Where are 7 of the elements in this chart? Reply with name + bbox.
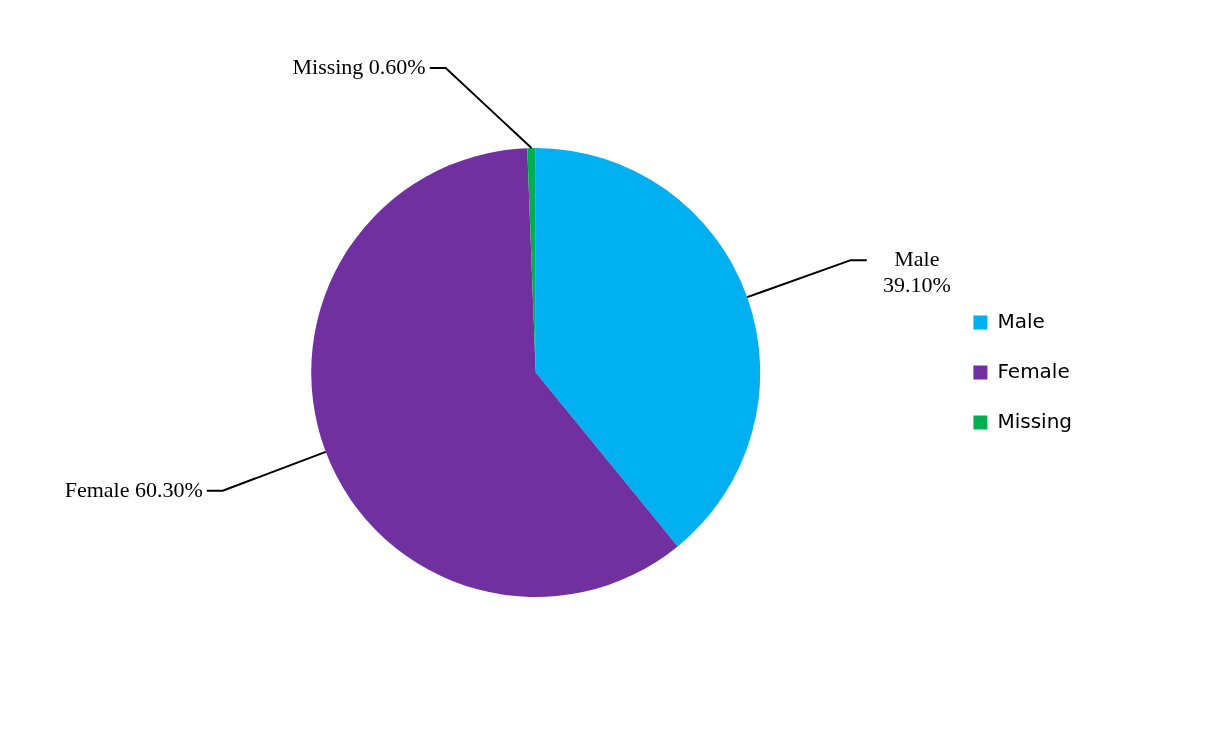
category-label: Female 60.30%	[64, 476, 203, 502]
data-label: 39.10%	[882, 271, 951, 297]
legend-label: Missing	[997, 408, 1073, 433]
slice-label: Male	[894, 245, 940, 271]
category-label: Missing 0.60%	[292, 53, 426, 79]
legend-label: Male	[997, 308, 1045, 333]
legend-label: Female	[997, 358, 1070, 383]
